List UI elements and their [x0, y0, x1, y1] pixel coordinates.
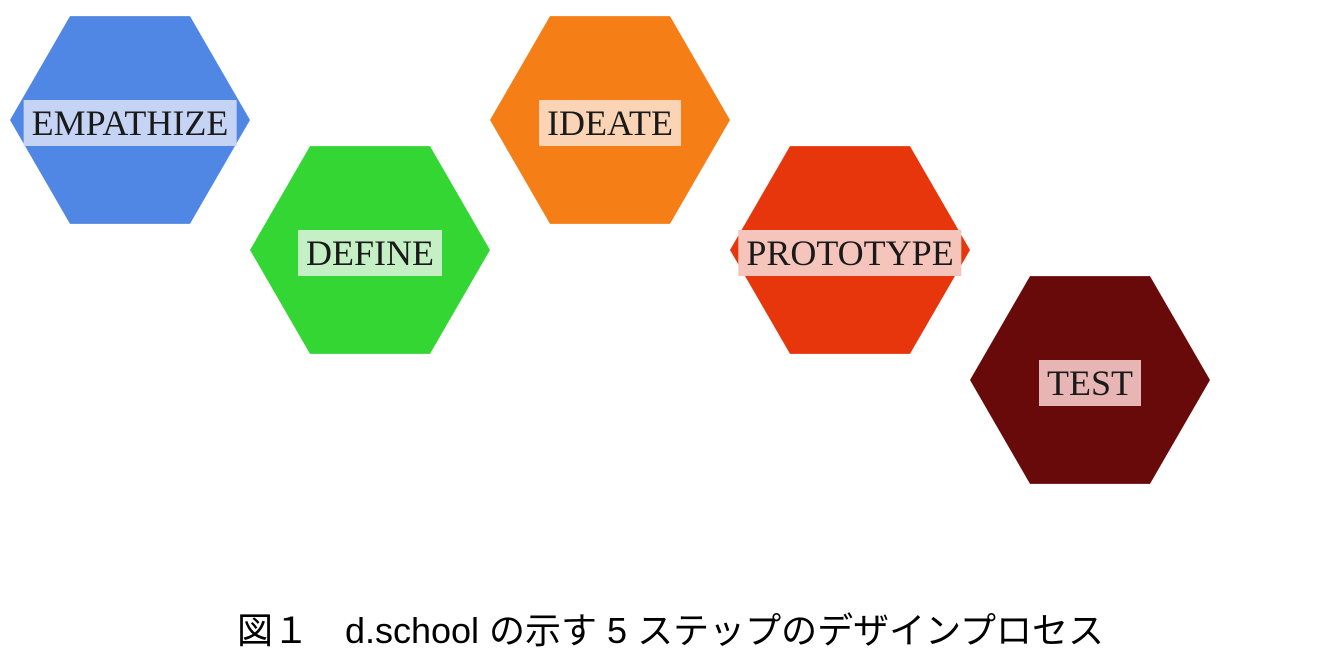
- hexagon-label-empathize: EMPATHIZE: [24, 100, 237, 146]
- hexagon-label-ideate: IDEATE: [539, 100, 681, 146]
- figure-caption: 図１ d.school の示す 5 ステップのデザインプロセス: [0, 602, 1341, 654]
- hexagon-prototype: PROTOTYPE: [730, 130, 970, 370]
- hexagon-test: TEST: [970, 260, 1210, 500]
- hexagon-define: DEFINE: [250, 130, 490, 370]
- hexagon-ideate: IDEATE: [490, 0, 730, 240]
- hexagon-label-prototype: PROTOTYPE: [738, 230, 961, 276]
- hexagon-label-define: DEFINE: [298, 230, 442, 276]
- hexagon-empathize: EMPATHIZE: [10, 0, 250, 240]
- hexagon-label-test: TEST: [1039, 360, 1141, 406]
- design-process-diagram: EMPATHIZE DEFINE IDEATE PROTOTYPE TEST: [0, 0, 1341, 580]
